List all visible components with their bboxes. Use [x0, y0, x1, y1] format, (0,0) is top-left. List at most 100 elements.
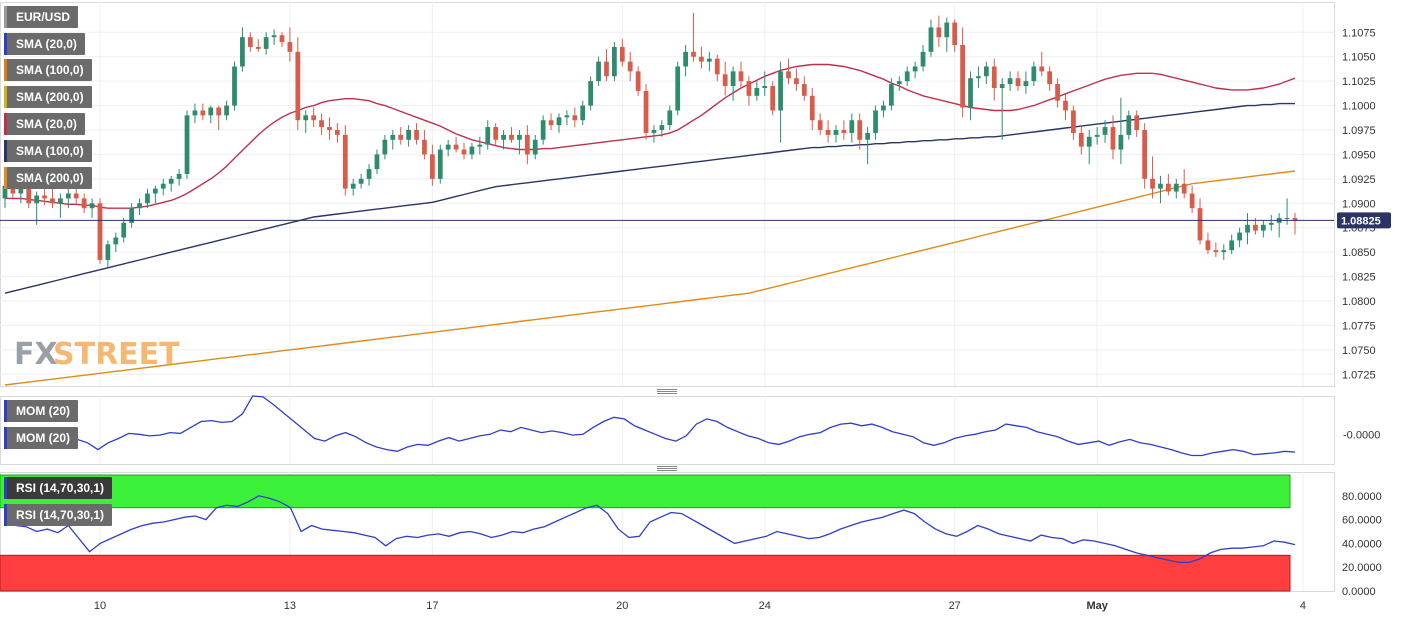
candle-body-111: [881, 105, 886, 111]
candle-body-28: [224, 105, 229, 116]
candle-body-71: [564, 115, 570, 118]
candle-body-9: [73, 193, 79, 199]
candle-body-143: [1134, 115, 1140, 130]
legend-mom-b[interactable]: MOM (20): [4, 427, 78, 449]
candle-body-120: [952, 22, 958, 45]
candle-body-62: [493, 127, 499, 140]
candle-body-103: [817, 120, 823, 130]
candle-body-57: [453, 144, 459, 150]
candle-body-134: [1063, 100, 1068, 111]
candle-body-86: [683, 51, 688, 67]
candle-body-123: [976, 76, 981, 79]
legend-sma-200-b[interactable]: SMA (200,0): [4, 167, 92, 189]
candle-body-16: [129, 208, 134, 223]
candle-body-138: [1094, 134, 1100, 137]
candle-body-39: [311, 115, 317, 121]
candle-body-60: [477, 144, 483, 147]
candle-body-136: [1078, 132, 1084, 147]
candle-body-153: [1213, 250, 1219, 253]
candle-body-117: [928, 27, 934, 52]
candle-body-78: [619, 46, 625, 62]
candle-body-87: [691, 51, 696, 57]
candle-body-46: [366, 169, 372, 179]
candle-body-21: [168, 178, 174, 184]
candle-body-52: [414, 130, 419, 140]
legend-sma-100[interactable]: SMA (100,0): [4, 59, 92, 81]
candle-body-18: [145, 193, 150, 204]
candle-body-133: [1055, 84, 1060, 101]
candle-body-70: [556, 117, 562, 126]
price-tick-label-8: 1.0925: [1342, 174, 1376, 186]
price-tick-label-12: 1.1025: [1342, 76, 1376, 88]
candle-body-48: [382, 139, 388, 155]
price-tick-label-9: 1.0950: [1342, 149, 1376, 161]
candle-body-27: [216, 107, 222, 116]
candle-body-91: [722, 74, 728, 87]
candle-body-7: [58, 198, 63, 204]
candle-body-68: [540, 120, 546, 140]
candle-body-147: [1166, 183, 1171, 192]
candle-body-130: [1031, 66, 1037, 82]
candle-body-1: [10, 185, 16, 194]
candle-body-112: [889, 84, 894, 106]
candle-body-74: [588, 81, 594, 106]
candle-body-50: [398, 134, 404, 140]
legend-rsi-b[interactable]: RSI (14,70,30,1): [4, 504, 113, 526]
candle-body-101: [801, 84, 807, 96]
candle-body-4: [34, 195, 40, 204]
candle-body-72: [572, 115, 578, 121]
candle-body-82: [651, 130, 657, 133]
candle-body-85: [675, 66, 681, 111]
candle-body-92: [730, 71, 736, 87]
candle-body-40: [319, 120, 324, 128]
candle-body-0: [2, 185, 8, 199]
price-tick-label-1: 1.0750: [1342, 345, 1376, 357]
legend-sma-200-label: SMA (200,0): [16, 90, 84, 104]
candle-body-146: [1158, 183, 1163, 189]
candle-body-157: [1245, 224, 1250, 233]
panel-frame-1: [0, 396, 1335, 465]
legend-sma-20-b[interactable]: SMA (20,0): [4, 113, 85, 135]
legend-symbol[interactable]: EUR/USD: [4, 6, 79, 28]
legend-sma-100-b[interactable]: SMA (100,0): [4, 140, 92, 162]
candle-body-90: [714, 58, 720, 75]
candle-body-11: [89, 203, 95, 209]
price-tick-label-11: 1.1000: [1342, 101, 1376, 113]
candle-body-156: [1237, 232, 1242, 241]
rsi-tick-label-0: 0.0000: [1342, 586, 1376, 598]
candle-body-56: [445, 144, 451, 150]
candle-body-155: [1229, 240, 1235, 251]
candle-body-44: [350, 183, 356, 189]
x-tick-label-4: 24: [759, 600, 771, 612]
candle-body-36: [287, 42, 293, 52]
legend-sma-20-b-label: SMA (20,0): [16, 117, 77, 131]
rsi-tick-label-4: 80.0000: [1342, 491, 1382, 503]
candle-body-47: [374, 154, 380, 170]
legend-rsi-label: RSI (14,70,30,1): [16, 481, 105, 495]
legend-sma-200[interactable]: SMA (200,0): [4, 86, 92, 108]
price-tick-label-3: 1.0800: [1342, 296, 1376, 308]
candle-body-42: [335, 130, 340, 135]
candle-body-5: [42, 195, 47, 199]
candle-body-10: [81, 198, 87, 209]
candle-body-17: [137, 203, 142, 209]
price-tick-label-0: 1.0725: [1342, 369, 1376, 381]
candle-body-93: [738, 71, 744, 82]
candle-body-139: [1102, 127, 1108, 135]
candle-body-65: [517, 134, 522, 140]
x-tick-label-6: May: [1086, 600, 1108, 612]
legend-rsi[interactable]: RSI (14,70,30,1): [4, 477, 113, 499]
current-price-badge: [1337, 212, 1391, 229]
candle-body-106: [841, 130, 847, 133]
candle-body-81: [643, 90, 649, 133]
candle-body-163: [1292, 217, 1298, 221]
candle-body-79: [627, 61, 633, 72]
candle-body-89: [706, 58, 712, 62]
legend-rsi-b-label: RSI (14,70,30,1): [16, 508, 105, 522]
price-tick-label-2: 1.0775: [1342, 320, 1376, 332]
legend-sma-20[interactable]: SMA (20,0): [4, 33, 85, 55]
legend-mom[interactable]: MOM (20): [4, 400, 78, 422]
legend-sma-20-label: SMA (20,0): [16, 37, 77, 51]
candle-body-38: [303, 115, 309, 121]
